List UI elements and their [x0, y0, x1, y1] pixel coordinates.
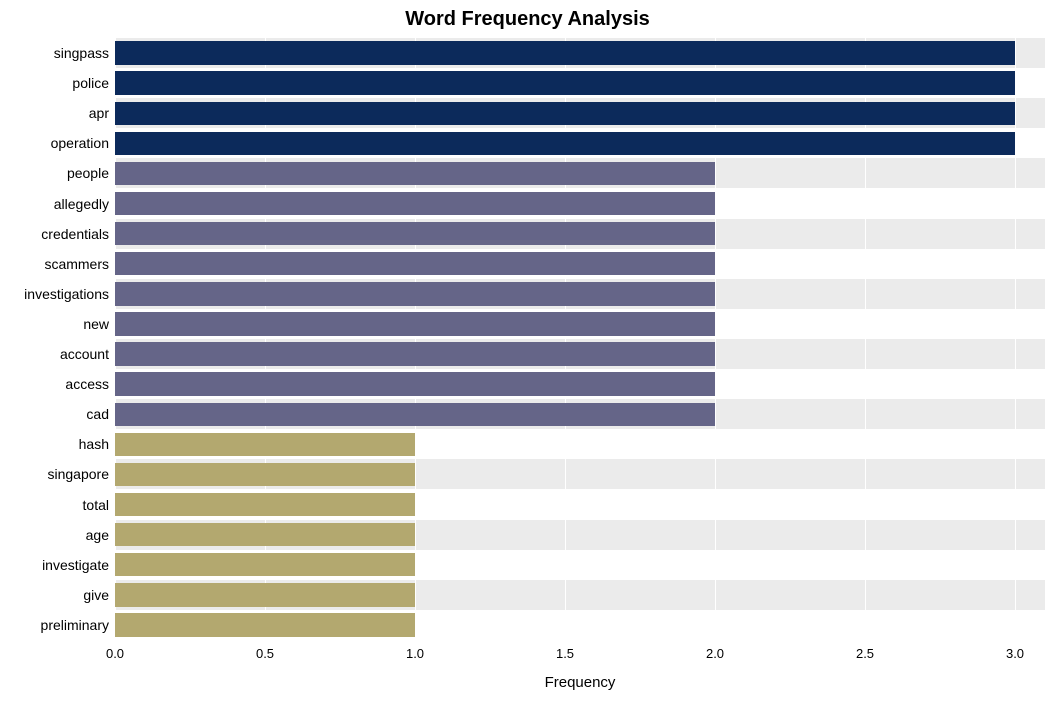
bar	[115, 403, 715, 426]
y-tick-label: allegedly	[0, 196, 109, 212]
grid-line	[565, 38, 566, 640]
bar	[115, 553, 415, 576]
y-tick-label: singapore	[0, 466, 109, 482]
bar	[115, 372, 715, 395]
y-tick-label: apr	[0, 105, 109, 121]
grid-line	[115, 38, 116, 640]
y-tick-label: operation	[0, 135, 109, 151]
x-tick-label: 0.5	[256, 646, 274, 661]
bar	[115, 162, 715, 185]
bar	[115, 583, 415, 606]
chart-title: Word Frequency Analysis	[0, 8, 1055, 31]
bar	[115, 613, 415, 636]
y-tick-label: singpass	[0, 45, 109, 61]
y-tick-label: investigations	[0, 286, 109, 302]
x-tick-label: 1.0	[406, 646, 424, 661]
bar	[115, 222, 715, 245]
bar	[115, 463, 415, 486]
y-tick-label: access	[0, 376, 109, 392]
plot-area	[115, 38, 1045, 640]
bar	[115, 41, 1015, 64]
y-tick-label: cad	[0, 406, 109, 422]
y-tick-label: credentials	[0, 226, 109, 242]
y-tick-label: hash	[0, 436, 109, 452]
y-tick-label: preliminary	[0, 617, 109, 633]
y-tick-label: account	[0, 346, 109, 362]
grid-line	[415, 38, 416, 640]
x-tick-label: 2.0	[706, 646, 724, 661]
grid-line	[1015, 38, 1016, 640]
word-frequency-chart: Word Frequency Analysis singpass police ap…	[0, 0, 1055, 701]
bar	[115, 192, 715, 215]
x-tick-label: 3.0	[1006, 646, 1024, 661]
x-tick-label: 2.5	[856, 646, 874, 661]
y-tick-label: total	[0, 497, 109, 513]
bar	[115, 433, 415, 456]
bar	[115, 102, 1015, 125]
y-tick-label: age	[0, 527, 109, 543]
bar	[115, 132, 1015, 155]
grid-line	[265, 38, 266, 640]
y-tick-label: new	[0, 316, 109, 332]
bar	[115, 312, 715, 335]
x-tick-label: 1.5	[556, 646, 574, 661]
bar	[115, 71, 1015, 94]
bar	[115, 523, 415, 546]
bar	[115, 493, 415, 516]
bar	[115, 282, 715, 305]
grid-line	[715, 38, 716, 640]
y-tick-label: police	[0, 75, 109, 91]
y-tick-label: give	[0, 587, 109, 603]
y-tick-label: scammers	[0, 256, 109, 272]
y-tick-label: investigate	[0, 557, 109, 573]
bar	[115, 342, 715, 365]
grid-line	[865, 38, 866, 640]
y-tick-label: people	[0, 165, 109, 181]
x-axis-label: Frequency	[115, 674, 1045, 691]
x-tick-label: 0.0	[106, 646, 124, 661]
bar	[115, 252, 715, 275]
